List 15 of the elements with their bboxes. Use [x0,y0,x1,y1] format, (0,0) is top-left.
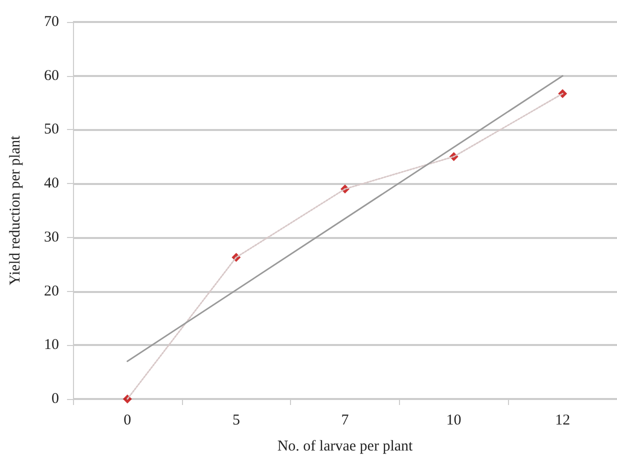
y-tick-label: 20 [44,283,59,300]
x-tick-label: 7 [341,412,350,428]
x-tick-label: 12 [555,412,570,428]
y-tick-label: 0 [52,391,59,407]
y-tick-label: 60 [44,68,59,84]
x-tick-label: 5 [232,412,240,428]
y-tick-label: 70 [44,14,59,30]
y-tick-label: 10 [44,337,59,354]
x-tick-label: 10 [446,412,462,428]
y-tick-label: 30 [44,229,59,246]
y-tick-label: 50 [44,122,59,138]
y-tick-label: 40 [44,176,59,192]
x-tick-label: 0 [124,412,132,428]
y-axis-title: Yield reduction per plant [8,134,24,286]
x-axis-title: No. of larvae per plant [277,438,414,454]
